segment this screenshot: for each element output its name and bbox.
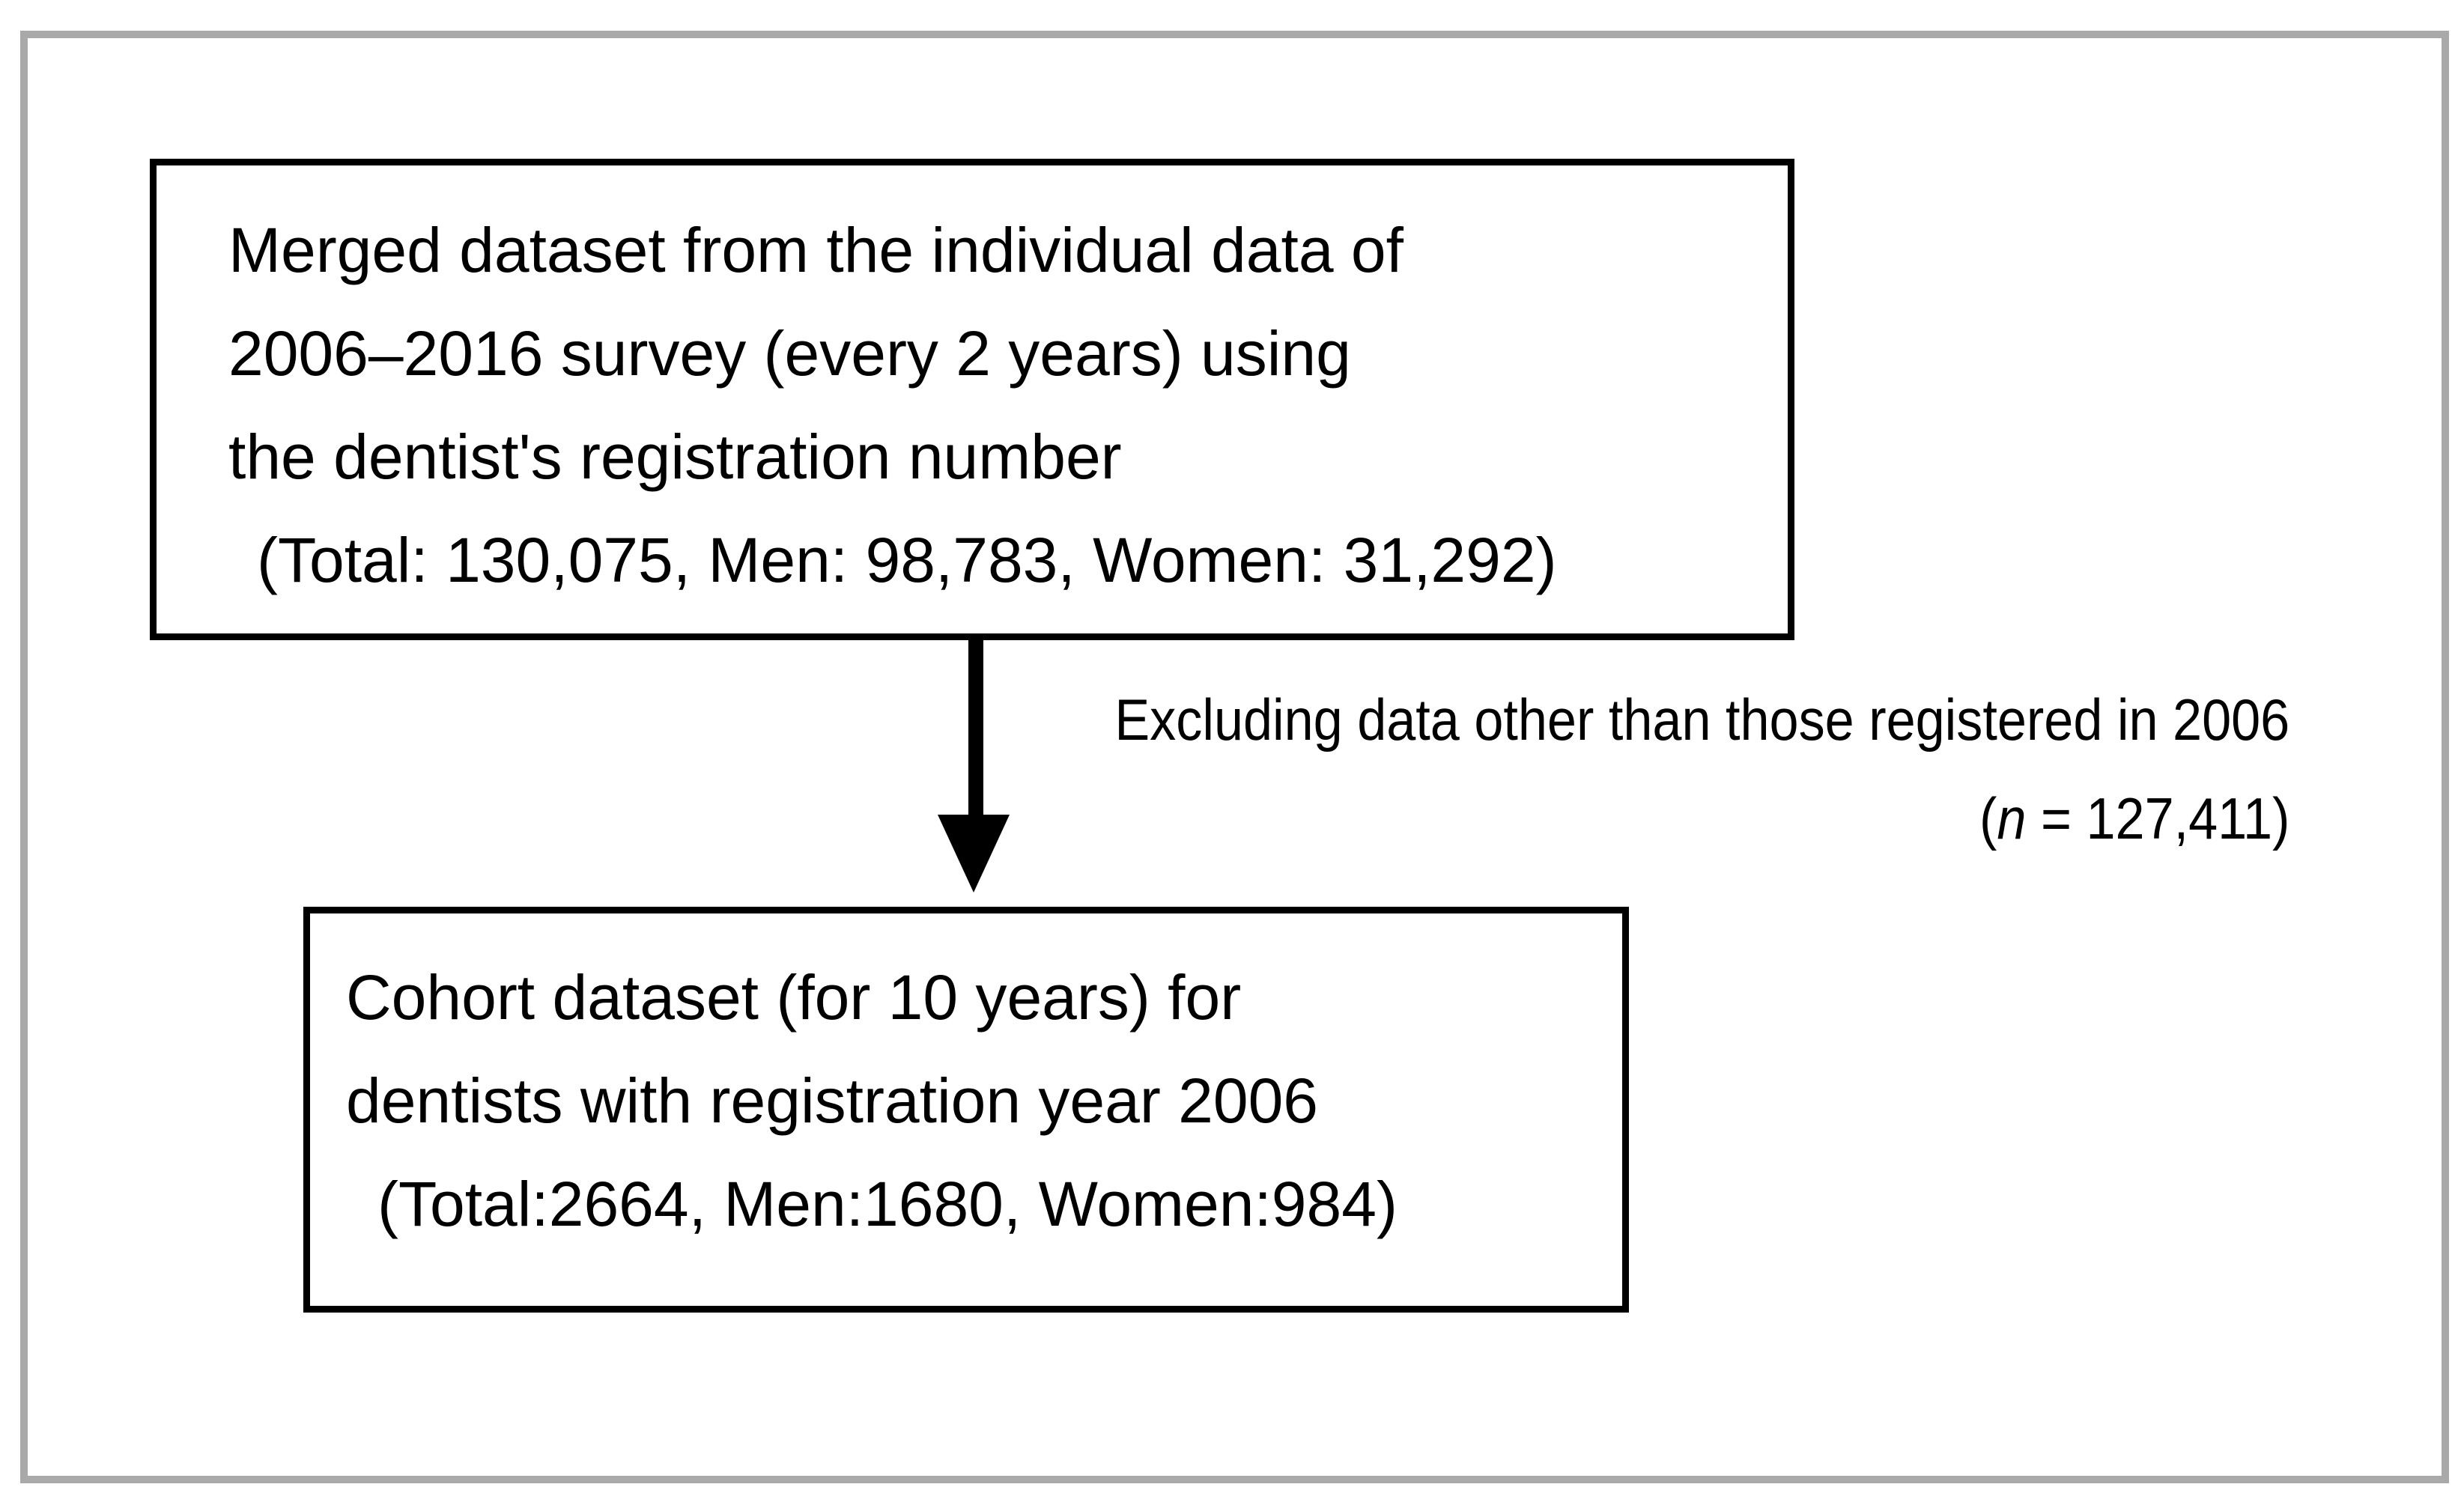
note-count-value: = 127,411) [2026, 785, 2289, 851]
exclusion-note-text: Excluding data other than those register… [1114, 687, 2289, 752]
cohort-box-stats: (Total:2664, Men:1680, Women:984) [377, 1169, 1398, 1239]
cohort-dataset-box: Cohort dataset (for 10 years) for dentis… [303, 907, 1629, 1313]
note-count-open-paren: ( [1979, 785, 1997, 851]
merged-box-line-2: 2006–2016 survey (every 2 years) using [228, 318, 1351, 389]
merged-box-stats: (Total: 130,075, Men: 98,783, Women: 31,… [257, 525, 1557, 595]
exclusion-note-count: (n = 127,411) [1979, 789, 2289, 848]
down-arrow-head [938, 815, 1010, 893]
cohort-box-line-2: dentists with registration year 2006 [346, 1065, 1319, 1136]
outer-frame-border [20, 31, 2449, 1483]
down-arrow-stem [968, 640, 983, 816]
merged-box-line-1: Merged dataset from the individual data … [228, 215, 1404, 285]
note-count-n-symbol: n [1997, 785, 2027, 851]
merged-box-line-3: the dentist's registration number [228, 422, 1122, 492]
merged-dataset-box: Merged dataset from the individual data … [150, 159, 1794, 640]
cohort-box-line-1: Cohort dataset (for 10 years) for [346, 962, 1242, 1033]
